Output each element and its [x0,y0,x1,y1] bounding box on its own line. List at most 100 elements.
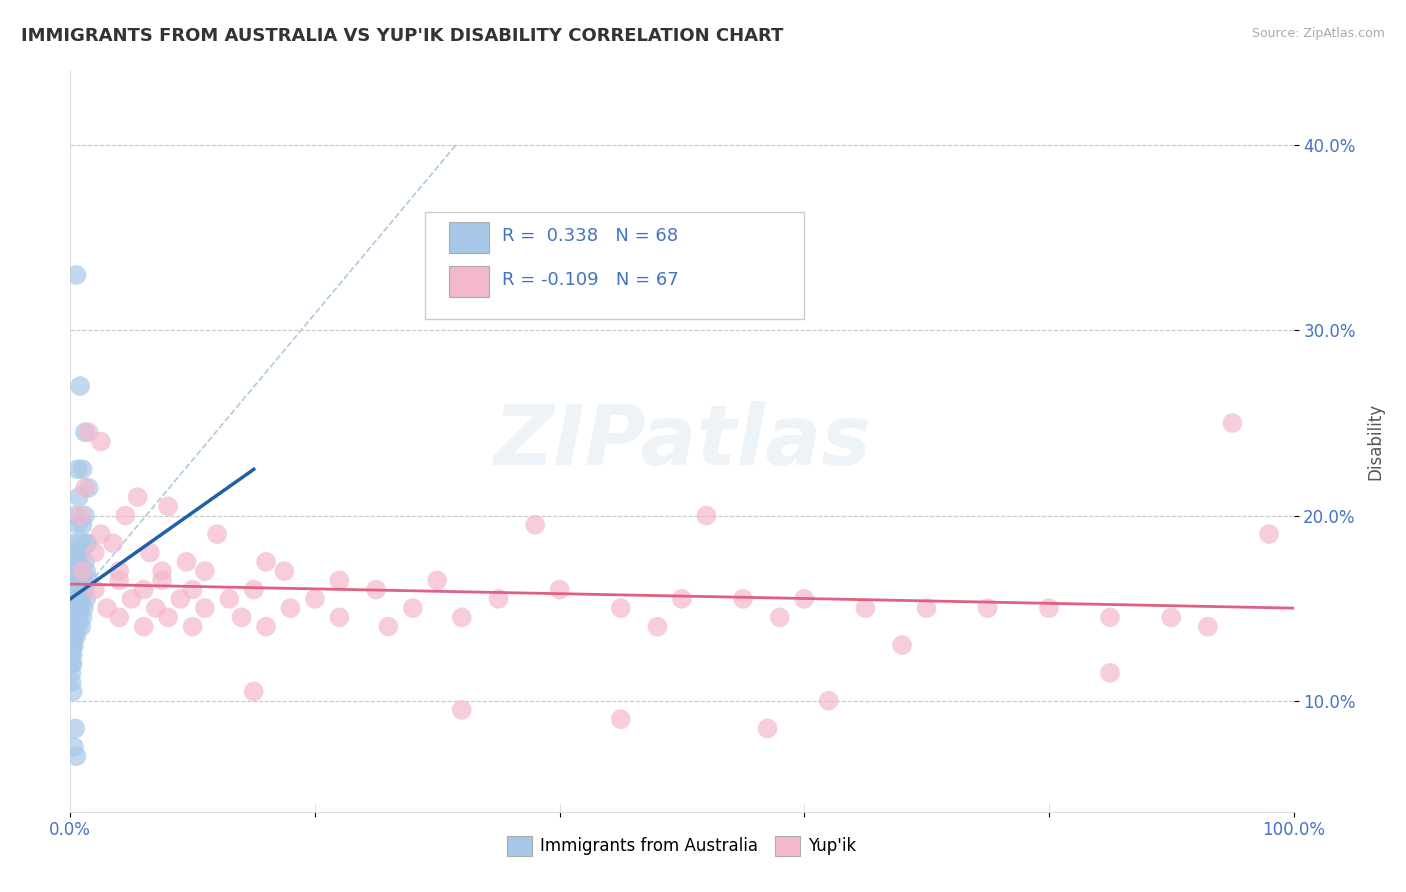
Point [66,462,89,476]
Point [976,601,998,615]
Legend: Immigrants from Australia, Yup'ik: Immigrants from Australia, Yup'ik [501,829,863,863]
Point [65,268,87,282]
Point [63,591,86,606]
Point [67,610,90,624]
Point [60,675,83,690]
Point [72,574,94,588]
Point [915,601,938,615]
Point [114,508,136,523]
Point [65,564,87,578]
Point [75,564,97,578]
Point [67,555,90,569]
Point [60,629,83,643]
Point [254,619,277,633]
Point [793,591,815,606]
Point [377,619,399,633]
Point [243,582,266,597]
Y-axis label: Disability: Disability [1367,403,1385,480]
Point [63,739,86,754]
Text: IMMIGRANTS FROM AUSTRALIA VS YUP'IK DISABILITY CORRELATION CHART: IMMIGRANTS FROM AUSTRALIA VS YUP'IK DISA… [21,27,783,45]
Text: R = -0.109   N = 67: R = -0.109 N = 67 [502,271,679,289]
Point [76,536,98,550]
Point [1160,610,1182,624]
Point [73,508,96,523]
Point [62,657,84,671]
Point [70,619,93,633]
Point [756,722,779,736]
Point [169,591,191,606]
Point [157,610,180,624]
Point [176,555,198,569]
Bar [450,266,489,297]
Point [254,555,277,569]
Point [72,517,94,532]
Point [77,481,100,495]
Point [60,619,83,633]
Point [1197,619,1219,633]
Point [60,638,83,652]
Point [488,591,510,606]
Point [402,601,425,615]
Point [121,591,143,606]
Point [205,527,228,541]
Point [328,610,350,624]
Point [273,564,295,578]
Point [194,564,217,578]
Point [150,574,173,588]
Point [426,574,449,588]
Point [243,684,266,698]
Point [63,610,86,624]
Point [647,619,669,633]
Point [69,508,91,523]
Point [83,546,105,560]
Point [218,591,240,606]
Point [132,582,155,597]
Point [66,619,89,633]
Point [73,425,96,440]
Point [62,684,84,698]
Point [62,638,84,652]
Point [70,546,93,560]
Point [73,481,96,495]
Point [60,648,83,662]
Text: R =  0.338   N = 68: R = 0.338 N = 68 [502,227,678,244]
Point [69,379,91,393]
Point [69,536,91,550]
Point [83,582,105,597]
Point [817,694,839,708]
Point [671,591,693,606]
Point [65,601,87,615]
Point [60,610,83,624]
Point [733,591,755,606]
Point [101,536,124,550]
Point [72,610,94,624]
Point [77,574,100,588]
Point [90,527,112,541]
Point [60,657,83,671]
Point [60,582,83,597]
Point [62,648,84,662]
Point [108,574,131,588]
Point [63,722,86,736]
Point [139,546,162,560]
Point [157,500,180,514]
Point [75,536,97,550]
Point [69,601,91,615]
Point [73,582,96,597]
Point [132,619,155,633]
Point [328,574,350,588]
Point [450,703,472,717]
Point [63,536,86,550]
Point [96,601,118,615]
Point [1220,416,1243,430]
Point [769,610,792,624]
Point [63,601,86,615]
Point [304,591,326,606]
Point [67,490,90,504]
Point [70,591,93,606]
Point [610,601,633,615]
Point [62,629,84,643]
Point [60,591,83,606]
Point [62,574,84,588]
Bar [450,221,489,252]
